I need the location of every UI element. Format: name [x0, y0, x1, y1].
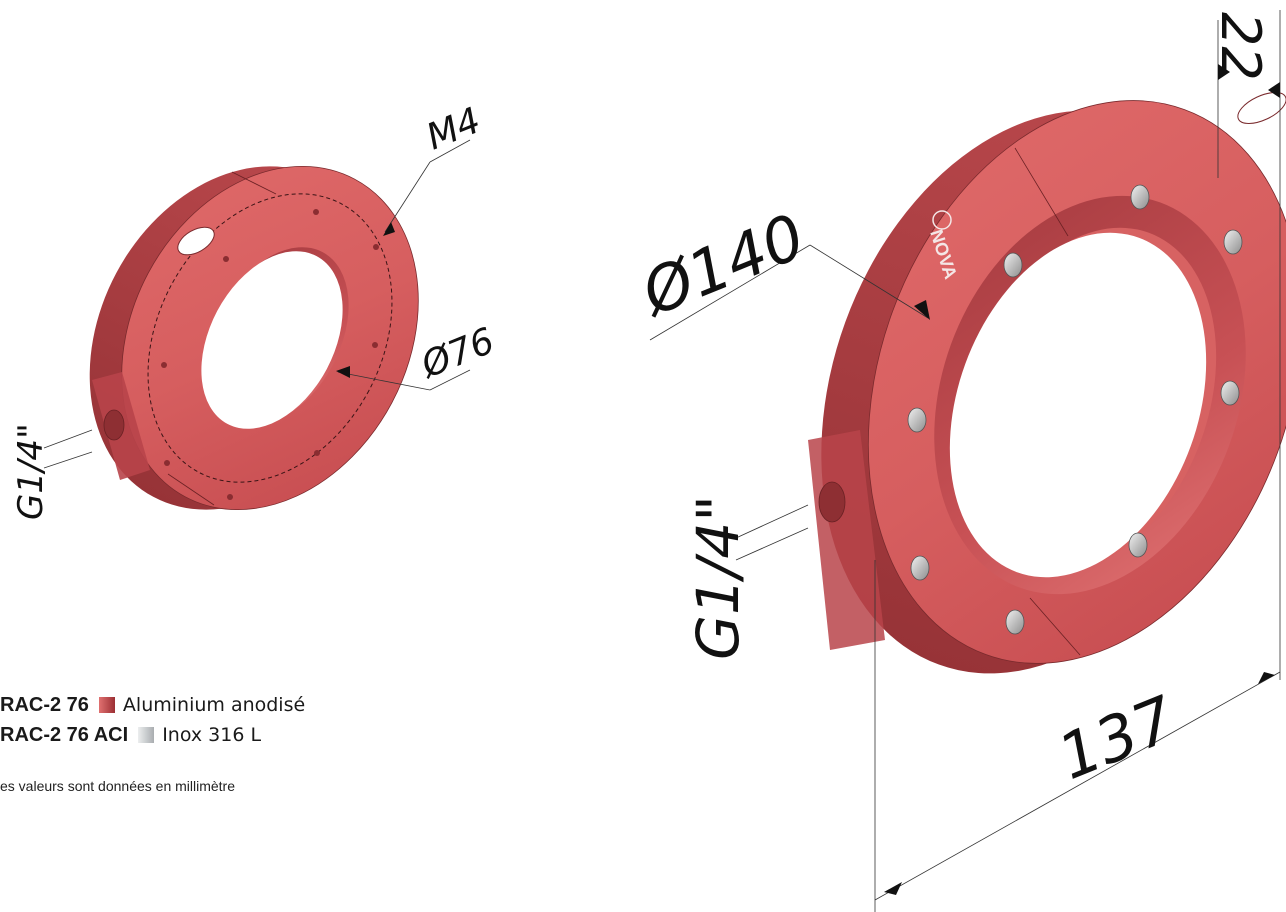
outer-diameter-label: Ø140 [629, 200, 814, 331]
legend-item-inox: RAC-2 76 ACI Inox 316 L [0, 720, 305, 750]
thread-label-m4: M4 [421, 100, 486, 158]
small-port-label: G1/4" [11, 423, 51, 520]
brand-logo-icon [932, 210, 952, 230]
material-legend: RAC-2 76 Aluminium anodisé RAC-2 76 ACI In… [0, 690, 305, 750]
screw-heads [907, 184, 1243, 635]
large-port-label: G1/4" [684, 495, 752, 660]
units-note: es valeurs sont données en millimètre [0, 778, 236, 794]
bore-diameter-label: Ø76 [414, 321, 500, 388]
large-ring-part [808, 92, 1286, 674]
small-dimensions [43, 139, 471, 469]
thickness-label: 22 [1209, 12, 1272, 81]
legend-material: Aluminium anodisé [122, 694, 306, 716]
width-label: 137 [1048, 682, 1185, 794]
inox-color-swatch [138, 727, 155, 743]
legend-ref: RAC-2 76 [0, 694, 89, 716]
legend-ref: RAC-2 76 ACI [0, 724, 129, 746]
aluminium-color-swatch [98, 697, 115, 713]
large-dimensions [649, 10, 1281, 912]
small-ring-part [89, 165, 419, 511]
legend-item-aluminium: RAC-2 76 Aluminium anodisé [0, 690, 305, 720]
legend-material: Inox 316 L [162, 724, 262, 746]
